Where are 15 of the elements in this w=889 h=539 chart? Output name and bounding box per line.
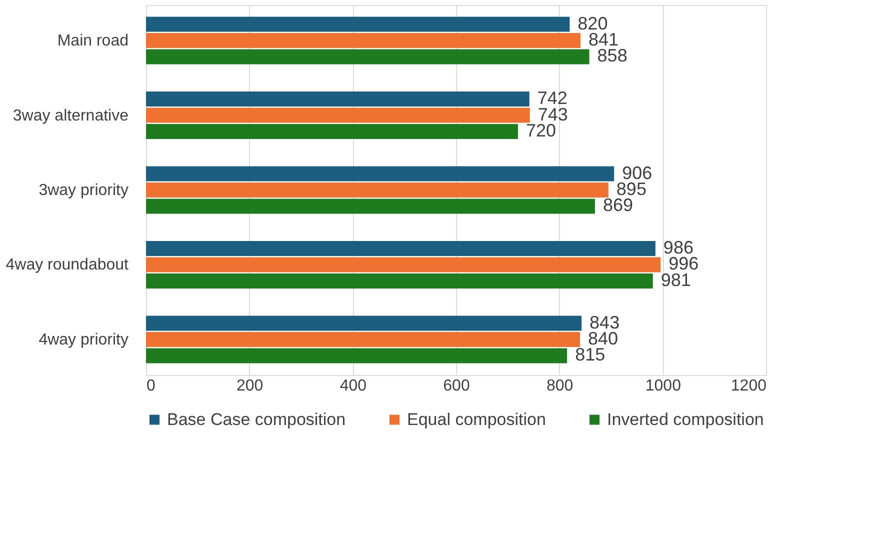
- legend-label: Inverted composition: [607, 410, 764, 429]
- x-tick-label: 0: [146, 378, 156, 394]
- x-tick-label: 1000: [645, 378, 682, 394]
- x-tick-label: 600: [443, 378, 470, 394]
- x-tick-label: 800: [546, 378, 574, 394]
- legend-label: Equal composition: [407, 410, 546, 429]
- x-tick-label: 400: [340, 378, 367, 394]
- y-tick-label: 3way alternative: [12, 107, 129, 124]
- x-tick-label: 200: [236, 378, 264, 394]
- y-tick-label: 4way roundabout: [6, 256, 130, 274]
- x-tick-label: 1200: [730, 378, 767, 394]
- legend-label: Base Case composition: [167, 410, 346, 429]
- y-tick-label: 4way priority: [38, 331, 128, 348]
- y-tick-label: 3way priority: [38, 182, 128, 199]
- y-tick-label: Main road: [57, 32, 128, 50]
